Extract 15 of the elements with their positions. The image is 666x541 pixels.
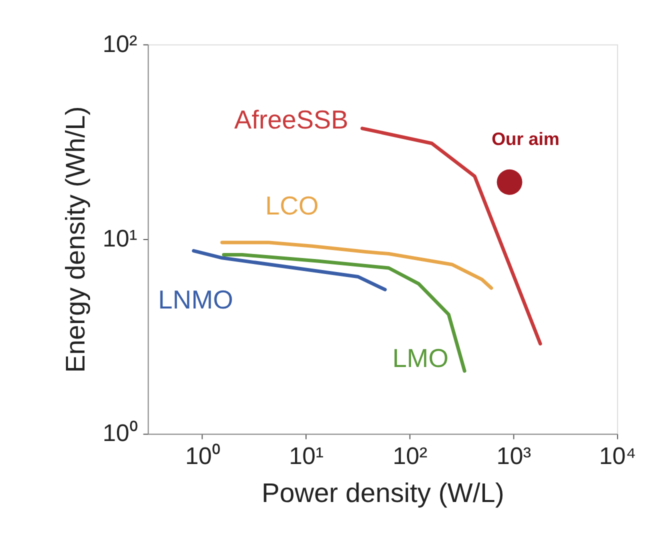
x-tick-label: 10² (392, 443, 428, 470)
series-label: AfreeSSB (234, 104, 348, 134)
y-axis-title: Energy density (Wh/L) (60, 106, 91, 373)
x-tick-label: 10⁴ (599, 443, 636, 470)
series-label: LMO (392, 343, 449, 374)
y-tick-label: 10¹ (102, 226, 138, 253)
series-label: LNMO (158, 284, 234, 315)
series-label: Our aim (492, 129, 560, 150)
x-tick-label: 10³ (496, 443, 532, 470)
x-tick-label: 10¹ (288, 443, 324, 470)
y-tick-label: 10⁰ (102, 420, 138, 448)
series-label: LCO (265, 190, 319, 221)
x-tick-label: 10⁰ (185, 443, 220, 470)
y-tick-label: 10² (102, 30, 138, 58)
x-axis-title: Power density (W/L) (262, 478, 504, 508)
